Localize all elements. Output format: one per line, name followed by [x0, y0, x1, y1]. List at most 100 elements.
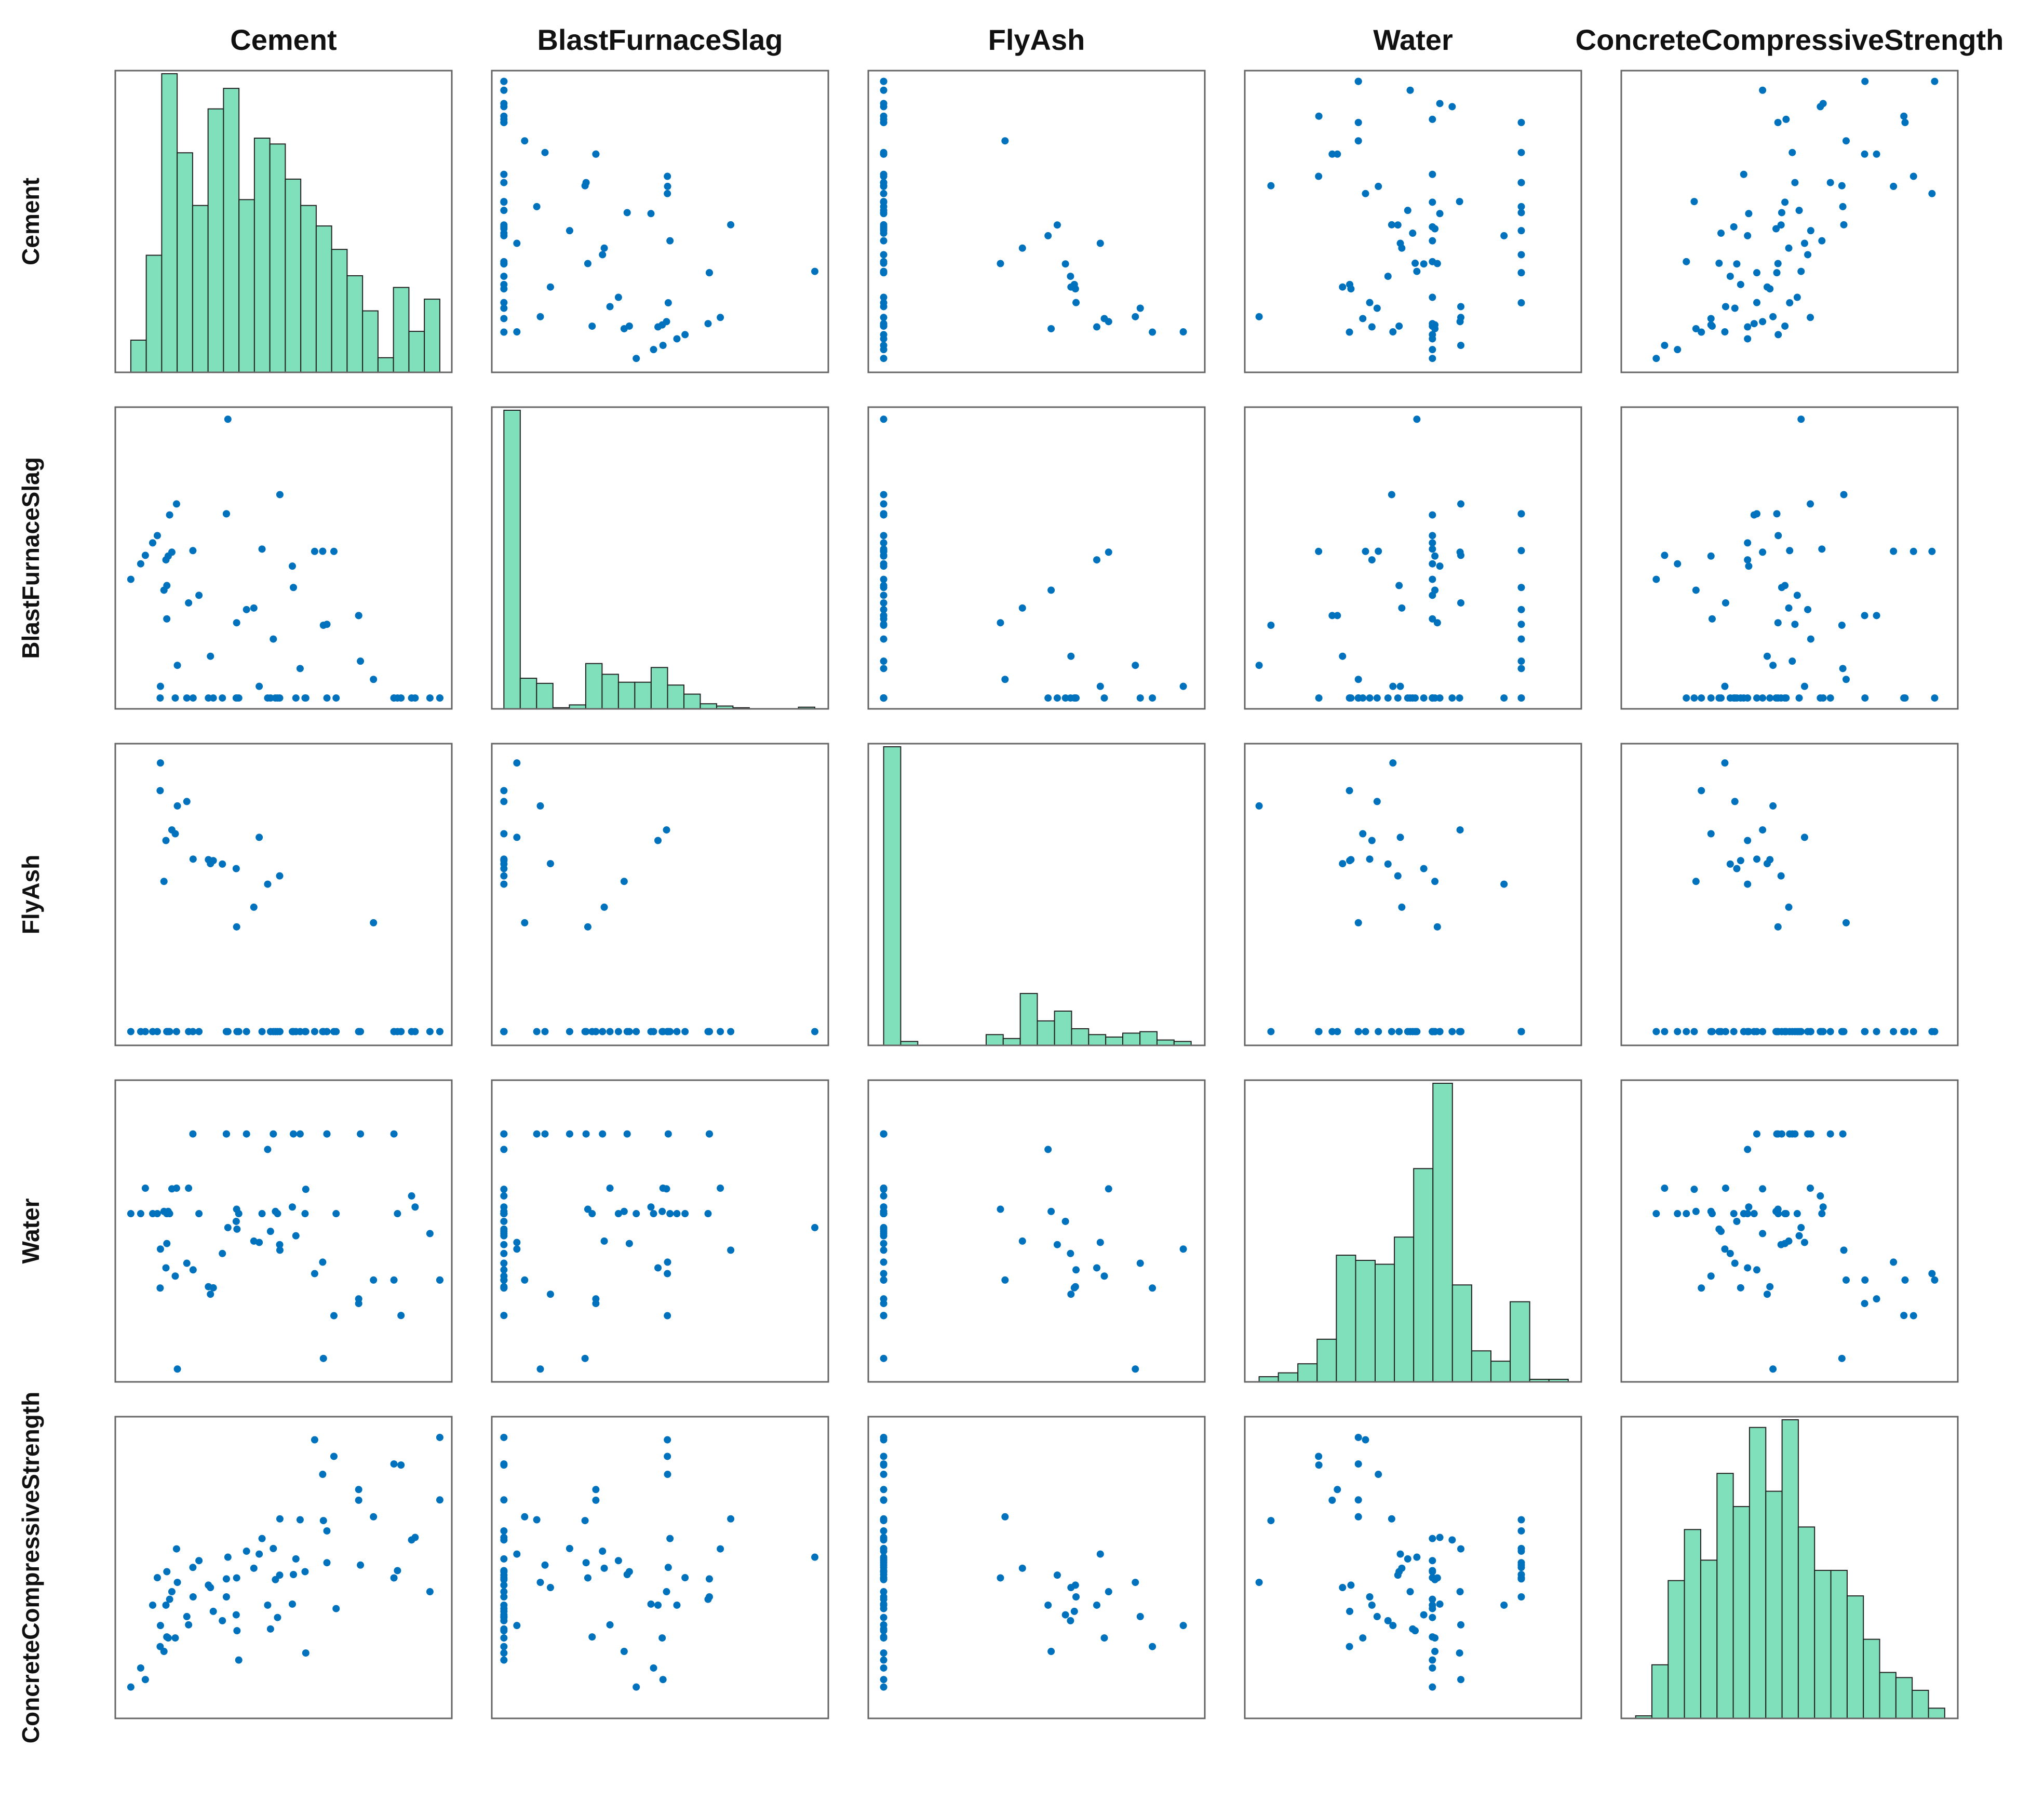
point	[1842, 137, 1850, 145]
point	[1339, 283, 1347, 291]
point	[164, 1028, 172, 1036]
point	[235, 1656, 243, 1664]
point	[207, 652, 214, 660]
point	[166, 1595, 173, 1603]
point	[1838, 1028, 1846, 1036]
point	[1362, 1028, 1369, 1036]
point	[880, 230, 887, 237]
point	[1362, 1436, 1369, 1444]
histogram-bar	[1510, 1301, 1530, 1382]
point	[1707, 321, 1715, 329]
point	[1745, 1203, 1753, 1211]
point	[1061, 1611, 1069, 1619]
point	[1826, 694, 1834, 702]
point	[397, 1312, 405, 1320]
histogram-bar	[1071, 1028, 1090, 1046]
point	[1774, 532, 1782, 540]
panel	[491, 1416, 829, 1719]
point	[1448, 1028, 1456, 1036]
point	[164, 1634, 172, 1642]
point	[1456, 826, 1464, 834]
histogram-bar	[585, 663, 603, 710]
point	[1072, 299, 1080, 306]
point	[1744, 1264, 1752, 1272]
histogram-bar	[1684, 1529, 1701, 1719]
point	[500, 1534, 508, 1541]
point	[880, 1486, 887, 1494]
point	[1795, 694, 1803, 702]
point	[541, 1028, 549, 1036]
point	[1429, 1535, 1436, 1542]
point	[1070, 1284, 1078, 1292]
point	[1692, 878, 1700, 885]
point	[156, 1622, 164, 1630]
point	[1782, 694, 1790, 702]
point	[500, 1634, 508, 1642]
point	[1072, 694, 1080, 702]
point	[243, 606, 250, 613]
point	[705, 1575, 713, 1583]
point	[664, 1270, 671, 1277]
point	[1267, 182, 1275, 190]
point	[1797, 267, 1805, 275]
point	[1105, 1588, 1112, 1596]
point	[1047, 325, 1055, 332]
point	[1384, 694, 1392, 702]
point	[880, 1576, 887, 1583]
point	[880, 303, 887, 311]
point	[600, 903, 608, 911]
point	[1753, 694, 1760, 702]
point	[1791, 621, 1799, 628]
point	[664, 1471, 671, 1478]
point	[880, 545, 887, 553]
point	[536, 1365, 544, 1373]
point	[666, 1028, 674, 1036]
point	[357, 1561, 365, 1569]
point	[156, 1245, 164, 1253]
point	[266, 1625, 274, 1633]
point	[1800, 833, 1808, 841]
point	[207, 1584, 214, 1592]
point	[163, 1240, 171, 1247]
point	[1018, 1237, 1026, 1245]
point	[500, 860, 508, 868]
point	[500, 1605, 508, 1612]
point	[311, 1436, 318, 1444]
point	[1781, 582, 1789, 589]
point	[171, 1272, 179, 1280]
histogram-bar	[1413, 1168, 1434, 1382]
point	[156, 682, 164, 690]
point	[408, 1192, 415, 1200]
point	[1429, 1567, 1436, 1575]
point	[1674, 1028, 1682, 1036]
point	[156, 787, 164, 795]
point	[1692, 1207, 1700, 1215]
point	[1797, 1223, 1805, 1231]
point	[880, 1613, 887, 1621]
point	[411, 694, 419, 702]
panel-frame	[114, 1079, 453, 1383]
point	[1842, 1276, 1850, 1284]
point	[1368, 556, 1376, 564]
point	[880, 1605, 887, 1612]
point	[663, 1588, 670, 1596]
point	[880, 1656, 887, 1664]
point	[1717, 1228, 1725, 1235]
point	[195, 1028, 203, 1036]
histogram-bar	[238, 199, 255, 373]
point	[647, 1600, 655, 1608]
point	[584, 1574, 591, 1582]
point	[880, 694, 887, 702]
point	[1795, 1028, 1803, 1036]
histogram-bar	[519, 678, 537, 709]
point	[1429, 355, 1436, 362]
point	[270, 1544, 277, 1552]
point	[1354, 1513, 1362, 1521]
point	[500, 198, 508, 206]
point	[1061, 260, 1069, 268]
point	[1500, 880, 1508, 888]
point	[1457, 314, 1464, 321]
point	[997, 260, 1004, 267]
panel-frame	[1620, 70, 1959, 373]
point	[1315, 172, 1323, 180]
